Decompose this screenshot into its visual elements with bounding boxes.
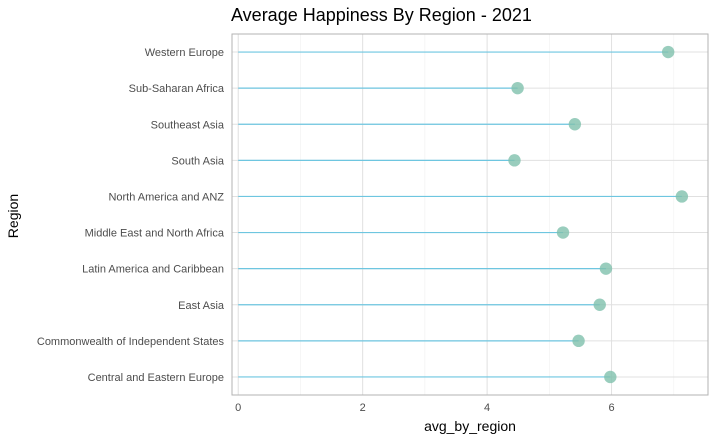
y-tick-label: Middle East and North Africa	[85, 228, 225, 240]
y-tick-label: Latin America and Caribbean	[82, 264, 224, 276]
lollipop-point	[572, 334, 585, 348]
y-axis-tick-labels: Central and Eastern Europe Commonwealth o…	[37, 47, 225, 384]
chart-title: Average Happiness By Region - 2021	[231, 5, 532, 25]
x-tick-label: 4	[484, 402, 490, 414]
panel-border	[231, 33, 709, 396]
lollipop-point	[568, 118, 582, 131]
y-tick-label: Central and Eastern Europe	[88, 372, 224, 384]
lollipop-point	[604, 370, 617, 384]
lollipop-point	[675, 190, 689, 203]
stems	[238, 51, 682, 378]
x-tick-label: 6	[608, 402, 614, 414]
y-tick-label: East Asia	[178, 300, 225, 312]
lollipop-point	[511, 81, 524, 95]
x-axis-tick-labels: 0 2 4 6	[235, 402, 614, 414]
y-tick-label: Sub-Saharan Africa	[129, 83, 225, 95]
x-tick-label: 0	[235, 402, 241, 414]
lollipop-point	[661, 45, 675, 59]
lollipop-point	[556, 226, 570, 239]
y-tick-label: Southeast Asia	[151, 119, 225, 131]
lollipop-point	[508, 154, 521, 167]
y-tick-label: Western Europe	[145, 47, 224, 59]
y-tick-label: Commonwealth of Independent States	[37, 336, 225, 348]
x-axis-title: avg_by_region	[424, 418, 516, 434]
lollipop-point	[593, 298, 606, 311]
x-tick-label: 2	[360, 402, 366, 414]
y-tick-label: South Asia	[171, 155, 224, 167]
y-axis-title: Region	[5, 194, 21, 238]
y-tick-label: North America and ANZ	[108, 191, 224, 203]
points	[508, 45, 689, 384]
lollipop-point	[599, 262, 613, 275]
